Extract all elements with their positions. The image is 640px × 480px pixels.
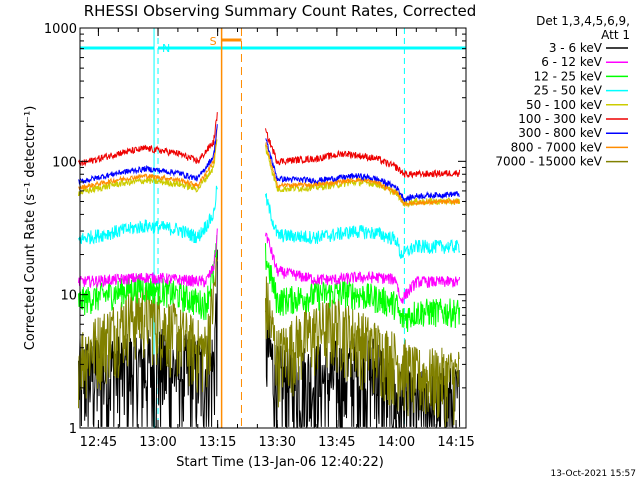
- series-line: [78, 234, 461, 333]
- series-line: [78, 228, 461, 304]
- x-tick-label: 12:45: [80, 435, 117, 450]
- footer-date: 13-Oct-2021 15:57: [551, 469, 636, 479]
- y-axis-ticks: 1 10 100 1000: [44, 22, 466, 437]
- series-line: [78, 112, 461, 179]
- series-layer: [78, 112, 461, 429]
- legend-entry-label: 100 - 300 keV: [518, 112, 602, 126]
- x-tick-label: 13:00: [139, 435, 176, 450]
- legend-entry-label: 800 - 7000 keV: [511, 140, 603, 154]
- legend-entry-label: 300 - 800 keV: [518, 126, 602, 140]
- y-tick-label: 100: [52, 155, 77, 170]
- saa-label: S: [210, 35, 217, 48]
- chart-title: RHESSI Observing Summary Count Rates, Co…: [84, 2, 477, 20]
- series-line: [78, 256, 460, 427]
- x-tick-label: 13:30: [259, 435, 296, 450]
- saa-markers: S: [210, 28, 242, 428]
- x-axis-ticks: 12:45 13:00 13:15 13:30 13:45 14:00 14:15: [80, 28, 475, 450]
- series-line: [78, 139, 461, 209]
- legend-entry-label: 3 - 6 keV: [549, 41, 603, 55]
- legend-entry-label: 50 - 100 keV: [526, 98, 603, 112]
- y-tick-label: 1000: [44, 22, 77, 37]
- legend-header-line-2: Att 1: [601, 28, 630, 42]
- legend-entry-label: 7000 - 15000 keV: [495, 155, 602, 169]
- x-axis-label: Start Time (13-Jan-06 12:40:22): [176, 455, 384, 470]
- y-axis-label: Corrected Count Rate (s⁻¹ detector⁻¹): [23, 106, 38, 351]
- legend-header-line-1: Det 1,3,4,5,6,9,: [536, 14, 630, 28]
- night-label: N: [162, 42, 170, 55]
- x-tick-label: 14:00: [378, 435, 415, 450]
- x-tick-label: 13:45: [318, 435, 355, 450]
- legend-entry-label: 6 - 12 keV: [541, 55, 603, 69]
- plot-frame: [79, 27, 467, 429]
- series-line: [78, 124, 460, 202]
- legend-entry-label: 25 - 50 keV: [534, 84, 603, 98]
- y-tick-label: 1: [69, 422, 77, 437]
- series-line: [78, 185, 461, 259]
- x-tick-label: 13:15: [199, 435, 236, 450]
- x-tick-label: 14:15: [437, 435, 474, 450]
- legend-entry-label: 12 - 25 keV: [534, 69, 603, 83]
- series-line: [78, 126, 461, 207]
- y-tick-label: 10: [60, 289, 77, 304]
